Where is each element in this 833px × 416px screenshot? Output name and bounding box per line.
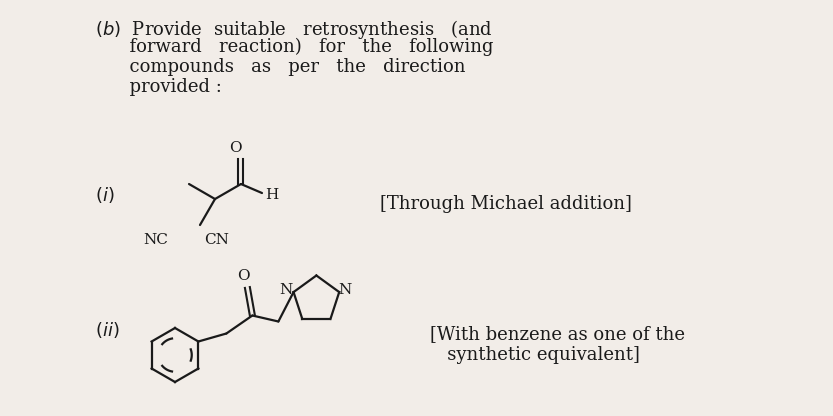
Text: provided :: provided : [95, 78, 222, 96]
Text: CN: CN [204, 233, 229, 247]
Text: O: O [237, 270, 250, 283]
Text: N: N [338, 283, 352, 297]
Text: forward   reaction)   for   the   following: forward reaction) for the following [95, 38, 493, 56]
Text: $(ii)$: $(ii)$ [95, 320, 119, 340]
Text: [Through Michael addition]: [Through Michael addition] [380, 195, 632, 213]
Text: $(b)$  Provide  suitable   retrosynthesis   (and: $(b)$ Provide suitable retrosynthesis (a… [95, 18, 493, 41]
Text: [With benzene as one of the
   synthetic equivalent]: [With benzene as one of the synthetic eq… [430, 325, 685, 364]
Text: $(i)$: $(i)$ [95, 185, 114, 205]
Text: H: H [265, 188, 278, 202]
Text: NC: NC [143, 233, 168, 247]
Text: N: N [279, 283, 292, 297]
Text: O: O [229, 141, 242, 154]
Text: compounds   as   per   the   direction: compounds as per the direction [95, 58, 466, 76]
